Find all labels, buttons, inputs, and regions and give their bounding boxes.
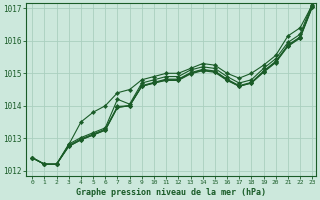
X-axis label: Graphe pression niveau de la mer (hPa): Graphe pression niveau de la mer (hPa) [76, 188, 266, 197]
